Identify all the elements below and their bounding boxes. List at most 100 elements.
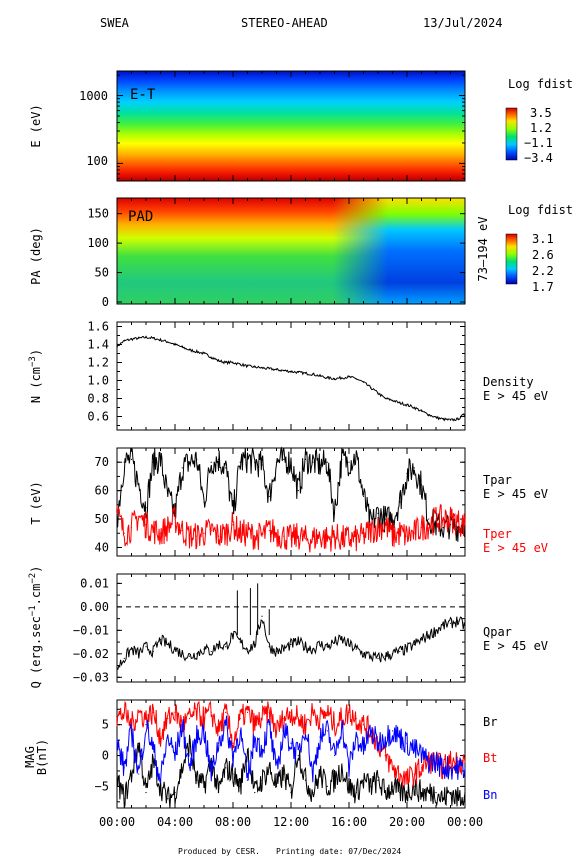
data-point-tper: [246, 532, 249, 534]
data-point-bn: [254, 736, 256, 738]
data-point-density: [290, 370, 292, 373]
data-point-br: [355, 791, 357, 794]
ytick-label: 40: [95, 540, 109, 554]
data-point-qpar: [232, 634, 234, 636]
data-point-density: [435, 416, 437, 418]
data-point-tper: [384, 524, 386, 526]
data-point-tper: [217, 535, 220, 537]
heat-flux-panel: −0.03 −0.02 −0.01 0.00 0.01 Q (erg.sec−1.cm−…: [28, 566, 548, 689]
ytick-label: 70: [95, 455, 109, 469]
data-point-density: [391, 399, 394, 401]
data-point-tper: [442, 518, 444, 520]
data-point-bn: [159, 779, 162, 781]
data-point-density: [145, 336, 147, 338]
data-point-tper: [333, 535, 336, 537]
data-point-tper: [138, 515, 140, 517]
data-point-br: [377, 779, 379, 781]
series-density: [116, 335, 466, 422]
data-point-bt: [341, 717, 343, 720]
data-point-bn: [391, 730, 394, 732]
data-point-tper: [225, 532, 227, 534]
data-point-bt: [145, 717, 147, 720]
density-legend-line2: E > 45 eV: [483, 389, 548, 403]
data-point-bn: [341, 724, 343, 726]
data-point-bn: [130, 730, 133, 732]
data-point-bt: [297, 717, 299, 720]
data-point-tpar: [138, 484, 140, 486]
data-point-qpar: [290, 643, 292, 646]
data-point-br: [225, 767, 227, 769]
colorbar1-tick-3: −3.4: [524, 151, 553, 165]
data-point-bn: [362, 748, 365, 750]
data-point-tper: [290, 538, 292, 540]
spacecraft-label: STEREO-AHEAD: [241, 16, 328, 30]
ytick-label: 0.8: [87, 392, 109, 406]
data-point-bt: [254, 724, 256, 726]
date-label: 13/Jul/2024: [423, 16, 502, 30]
data-point-bn: [181, 724, 183, 726]
density-frame: [116, 321, 466, 431]
data-point-qpar: [457, 620, 459, 622]
data-point-bt: [261, 717, 263, 720]
data-point-tper: [181, 529, 183, 532]
pad-ytick-label: 100: [87, 236, 109, 250]
data-point-qpar: [167, 643, 169, 646]
data-point-tpar: [167, 495, 169, 497]
pad-image-left: [117, 198, 465, 304]
data-point-tpar: [145, 507, 147, 509]
data-point-density: [268, 368, 270, 370]
density-panel: 0.6 0.8 1.0 1.2 1.4 1.6 N (cm−3) Density E > …: [28, 320, 548, 431]
data-point-tper: [341, 538, 343, 540]
data-point-qpar: [377, 657, 379, 660]
data-point-bt: [399, 773, 401, 775]
data-point-br: [348, 785, 350, 788]
data-point-bn: [304, 724, 307, 726]
qpar-legend-line2: E > 45 eV: [483, 639, 548, 653]
data-point-tpar: [326, 461, 328, 463]
data-point-density: [188, 349, 191, 351]
data-point-qpar: [348, 643, 350, 646]
data-point-density: [232, 361, 234, 364]
data-point-br: [362, 779, 365, 781]
mag-ylabel-line2: B(nT): [35, 739, 49, 775]
data-point-tpar: [319, 464, 321, 466]
data-point-bn: [246, 779, 249, 781]
data-point-density: [341, 377, 343, 379]
data-point-br: [268, 767, 270, 769]
temperature-ylabel: T (eV): [29, 481, 43, 524]
data-point-bn: [406, 742, 408, 744]
ytick-label: 1.4: [87, 338, 109, 352]
data-point-qpar: [428, 634, 430, 636]
colorbar2-tick-2: 2.2: [532, 264, 554, 278]
data-point-tpar: [377, 512, 379, 514]
tpar-legend: Tpar: [483, 473, 512, 487]
data-point-br: [181, 767, 183, 769]
data-point-tper: [428, 524, 430, 526]
data-point-bt: [464, 761, 466, 763]
data-point-tper: [406, 535, 408, 537]
data-point-bt: [333, 724, 336, 726]
data-point-bn: [413, 748, 415, 750]
data-point-qpar: [413, 643, 415, 646]
data-point-bn: [196, 736, 198, 738]
data-point-br: [188, 742, 191, 744]
data-point-bt: [449, 761, 452, 763]
colorbar1-tick-2: −1.1: [524, 136, 553, 150]
data-point-qpar: [420, 639, 423, 641]
data-point-bt: [116, 717, 118, 720]
data-point-qpar: [384, 655, 386, 657]
data-point-bn: [319, 736, 321, 738]
pad-ytick-label: 0: [102, 295, 109, 309]
data-point-bn: [239, 730, 241, 732]
data-point-bn: [152, 748, 154, 750]
data-point-tper: [283, 535, 285, 537]
data-point-qpar: [362, 653, 365, 655]
xtick-label: 20:00: [389, 815, 425, 829]
tper-legend-energy: E > 45 eV: [483, 541, 548, 555]
data-point-bn: [203, 730, 205, 732]
xtick-label: 00:00: [99, 815, 135, 829]
data-point-tper: [239, 532, 241, 534]
data-point-qpar: [174, 648, 176, 650]
data-point-br: [428, 791, 430, 794]
data-point-density: [297, 371, 299, 373]
